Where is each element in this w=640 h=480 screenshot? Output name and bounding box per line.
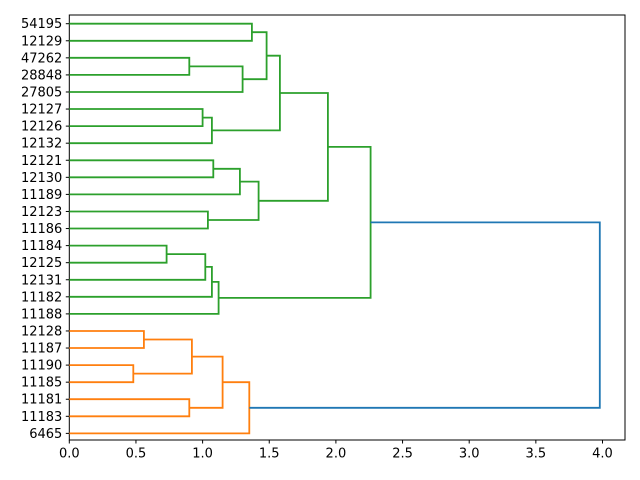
leaf-label: 11186 xyxy=(21,222,62,237)
x-tick-label: 0.0 xyxy=(59,447,80,462)
x-tick-label: 3.0 xyxy=(459,447,480,462)
dendrogram-link xyxy=(133,338,193,375)
dendrogram-link xyxy=(69,398,191,418)
dendrogram-link xyxy=(69,364,135,384)
dendrogram-link xyxy=(69,244,168,264)
dendrogram-link xyxy=(258,92,329,202)
dendrogram-link xyxy=(218,146,372,299)
leaf-label: 12129 xyxy=(21,34,62,49)
leaf-label: 12130 xyxy=(21,171,62,186)
leaf-label: 11189 xyxy=(21,188,62,203)
dendrogram-link xyxy=(207,180,260,221)
dendrogram-link xyxy=(69,159,215,179)
dendrogram-link xyxy=(69,281,220,315)
leaf-label: 27805 xyxy=(21,85,62,100)
dendrogram-link xyxy=(249,221,601,409)
x-tick-label: 0.5 xyxy=(126,447,147,462)
dendrogram-link xyxy=(69,108,204,127)
leaf-label: 12131 xyxy=(21,273,62,288)
dendrogram-link xyxy=(69,253,207,281)
x-tick-label: 2.0 xyxy=(326,447,347,462)
x-tick-label: 3.5 xyxy=(526,447,547,462)
leaf-label: 11182 xyxy=(21,290,62,305)
dendrogram-link xyxy=(69,330,145,349)
dendrogram-link xyxy=(69,65,244,93)
leaf-label: 12123 xyxy=(21,205,62,220)
x-tick-label: 1.0 xyxy=(192,447,213,462)
leaf-label: 11184 xyxy=(21,239,62,254)
leaf-label: 54195 xyxy=(21,17,62,32)
leaf-label: 12127 xyxy=(21,103,62,118)
x-tick-label: 4.0 xyxy=(592,447,613,462)
dendrogram-link xyxy=(69,167,241,196)
leaf-label: 28848 xyxy=(21,68,62,83)
leaf-label: 11183 xyxy=(21,410,62,425)
leaf-label: 11181 xyxy=(21,393,62,408)
plot-frame xyxy=(68,14,626,441)
dendrogram-link xyxy=(69,22,253,42)
dendrogram-link xyxy=(189,355,224,409)
leaf-label: 11187 xyxy=(21,342,62,357)
leaf-label: 12126 xyxy=(21,120,62,135)
dendrogram-link xyxy=(69,210,209,230)
dendrogram-link xyxy=(242,31,268,81)
x-tick-label: 1.5 xyxy=(259,447,280,462)
leaf-label: 12125 xyxy=(21,256,62,271)
leaf-label: 11188 xyxy=(21,307,62,322)
leaf-label: 11185 xyxy=(21,376,62,391)
x-tick-label: 2.5 xyxy=(392,447,413,462)
leaf-label: 11190 xyxy=(21,359,62,374)
dendrogram-link xyxy=(69,116,213,145)
dendrogram-link xyxy=(69,266,213,298)
leaf-label: 6465 xyxy=(29,427,62,442)
dendrogram-link xyxy=(69,56,191,76)
leaf-label: 12121 xyxy=(21,154,62,169)
leaf-label: 47262 xyxy=(21,51,62,66)
leaf-label: 12128 xyxy=(21,324,62,339)
leaf-label: 12132 xyxy=(21,137,62,152)
